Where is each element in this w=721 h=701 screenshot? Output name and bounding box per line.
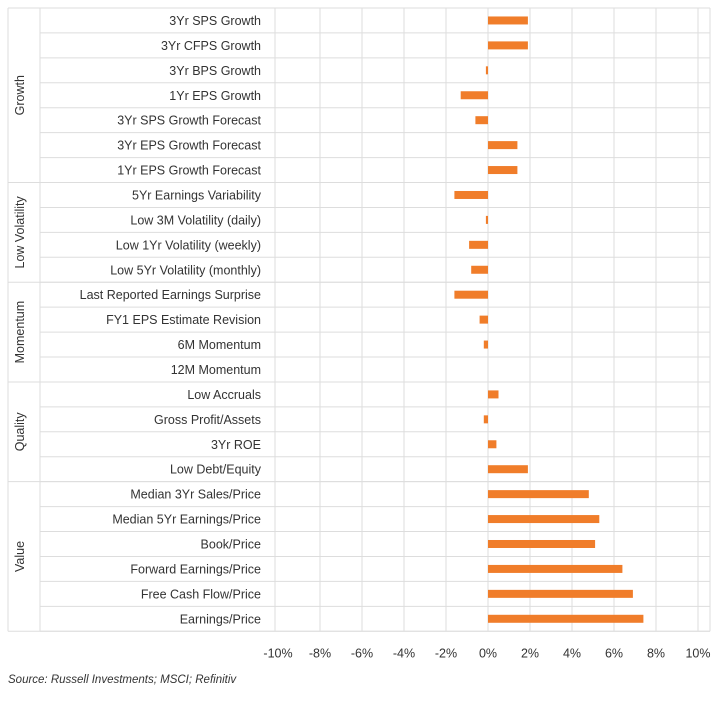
- bar: [488, 589, 633, 598]
- x-tick-label: 4%: [563, 646, 581, 660]
- category-label: Book/Price: [201, 537, 261, 551]
- x-tick-label: -6%: [351, 646, 373, 660]
- category-label: Low Accruals: [187, 388, 261, 402]
- bar: [483, 340, 488, 349]
- chart-frame: [7, 7, 711, 632]
- x-tick-label: -8%: [309, 646, 331, 660]
- x-tick-label: 2%: [521, 646, 539, 660]
- category-label: 5Yr Earnings Variability: [132, 188, 262, 202]
- bar: [454, 290, 488, 299]
- category-label: 3Yr SPS Growth: [169, 14, 261, 28]
- bars-layer: [454, 16, 644, 623]
- category-label: Median 5Yr Earnings/Price: [112, 513, 261, 527]
- category-label: 3Yr SPS Growth Forecast: [117, 114, 261, 128]
- category-label: Low 3M Volatility (daily): [130, 213, 261, 227]
- group-labels: Growth Low Volatility Momentum Quality Value: [13, 75, 27, 572]
- category-label: 3Yr CFPS Growth: [161, 39, 261, 53]
- category-label: Gross Profit/Assets: [154, 413, 261, 427]
- bar: [485, 215, 488, 224]
- x-tick-label: -2%: [435, 646, 457, 660]
- category-label: 3Yr BPS Growth: [169, 64, 261, 78]
- group-label: Low Volatility: [13, 195, 27, 268]
- bar: [488, 465, 528, 474]
- bar: [488, 614, 644, 623]
- group-label: Quality: [13, 412, 27, 452]
- bar: [488, 490, 589, 499]
- category-label: 12M Momentum: [171, 363, 261, 377]
- category-label: 6M Momentum: [178, 338, 261, 352]
- bar: [488, 564, 623, 573]
- category-label: Low 5Yr Volatility (monthly): [110, 263, 261, 277]
- bar: [475, 116, 488, 125]
- bar: [488, 539, 596, 548]
- bar: [488, 515, 600, 524]
- bar: [488, 390, 499, 399]
- bar: [469, 240, 488, 249]
- x-axis-tick-labels: -10% -8% -6% -4% -2% 0% 2% 4% 6% 8% 10%: [263, 646, 710, 660]
- x-tick-label: -10%: [263, 646, 292, 660]
- bar: [488, 440, 497, 449]
- category-label: 1Yr EPS Growth Forecast: [117, 164, 261, 178]
- category-labels: 3Yr SPS Growth 3Yr CFPS Growth 3Yr BPS Gro…: [80, 14, 262, 626]
- x-tick-label: 10%: [685, 646, 710, 660]
- x-tick-label: 8%: [647, 646, 665, 660]
- bar: [460, 91, 488, 100]
- bar: [485, 66, 488, 75]
- source-note: Source: Russell Investments; MSCI; Refin…: [8, 674, 237, 686]
- category-label: Low 1Yr Volatility (weekly): [116, 238, 261, 252]
- category-label: 1Yr EPS Growth: [169, 89, 261, 103]
- category-label: Last Reported Earnings Surprise: [80, 288, 261, 302]
- group-label: Value: [13, 541, 27, 572]
- category-label: 3Yr ROE: [211, 438, 261, 452]
- bar: [483, 415, 488, 424]
- category-label: Earnings/Price: [180, 612, 261, 626]
- bar: [488, 166, 518, 175]
- x-tick-label: 0%: [479, 646, 497, 660]
- bar: [488, 141, 518, 150]
- group-label: Growth: [13, 75, 27, 115]
- bar: [488, 16, 528, 25]
- x-tick-label: 6%: [605, 646, 623, 660]
- bar: [471, 265, 488, 274]
- bar: [454, 190, 488, 199]
- category-label: Low Debt/Equity: [170, 463, 262, 477]
- group-label: Momentum: [13, 301, 27, 364]
- category-label: Forward Earnings/Price: [130, 562, 261, 576]
- category-label: FY1 EPS Estimate Revision: [106, 313, 261, 327]
- category-label: Free Cash Flow/Price: [141, 587, 261, 601]
- category-label: Median 3Yr Sales/Price: [130, 488, 261, 502]
- bar: [488, 41, 528, 50]
- x-tick-label: -4%: [393, 646, 415, 660]
- bar: [479, 315, 488, 324]
- category-label: 3Yr EPS Growth Forecast: [117, 139, 261, 153]
